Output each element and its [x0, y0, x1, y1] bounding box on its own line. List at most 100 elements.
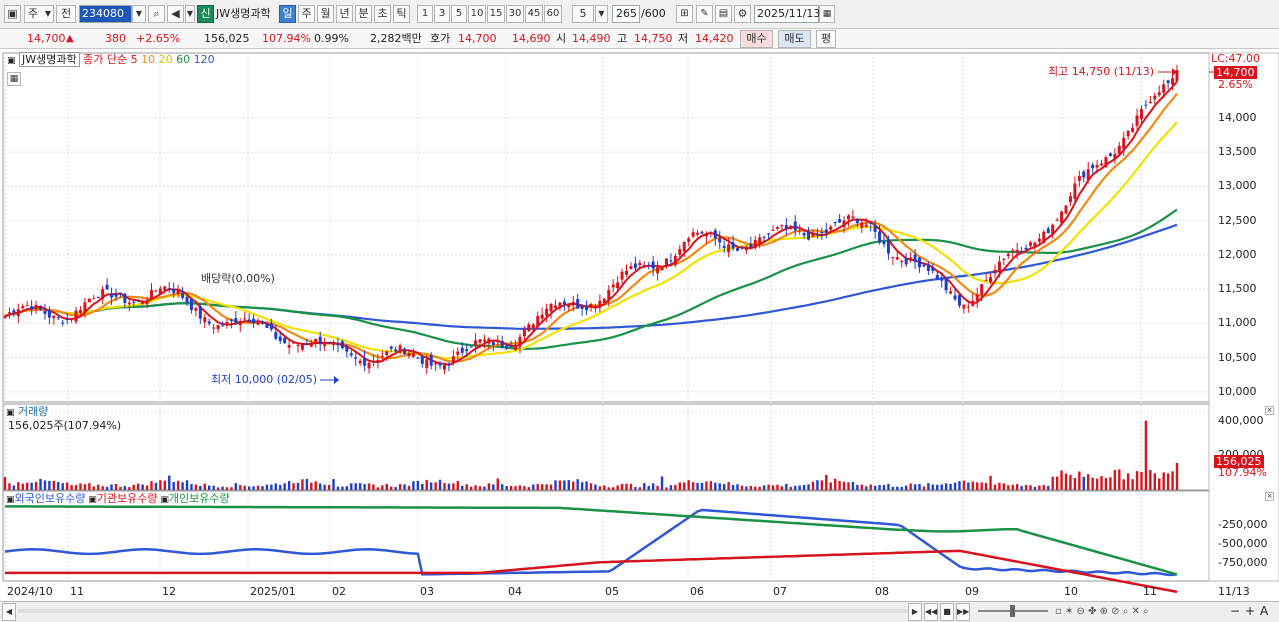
stock-code-input[interactable]: 234080: [79, 5, 132, 23]
holdings-legend-item-0[interactable]: 외국인보유수량: [14, 492, 86, 505]
volume-bar: [1038, 485, 1041, 490]
mode-button[interactable]: 전: [56, 5, 76, 23]
legend-ma-120[interactable]: 120: [190, 53, 215, 66]
candle-body: [52, 315, 56, 319]
interval-chevron-down-icon[interactable]: ▼: [595, 5, 608, 23]
window-menu-icon[interactable]: ▣: [4, 5, 21, 23]
legend-ma-10[interactable]: 10: [137, 53, 156, 66]
interval-button-3[interactable]: 3: [434, 5, 450, 23]
candle-body: [16, 309, 20, 317]
interval-select[interactable]: 5: [572, 5, 594, 23]
legend-ma-20[interactable]: 20: [155, 53, 173, 66]
open-label: 시: [556, 32, 567, 45]
legend-ma-5[interactable]: 5: [130, 53, 138, 66]
period-tab-0[interactable]: 일: [279, 5, 296, 23]
volume-bar: [523, 486, 526, 490]
period-tab-6[interactable]: 틱: [393, 5, 410, 23]
volume-bar: [398, 484, 402, 490]
price-info-row: 14,700 ▲ 380 +2.65% 156,025 107.94% 0.99…: [0, 29, 1279, 49]
volume-bar: [807, 484, 810, 490]
date-input[interactable]: 2025/11/13: [754, 5, 820, 23]
holdings-legend-item-1[interactable]: 기관보유수량: [96, 492, 158, 505]
volume-bar: [239, 485, 242, 490]
volume-bar: [700, 482, 704, 490]
candle-body: [975, 294, 979, 301]
volume-bar: [221, 486, 224, 490]
volume-bar: [820, 480, 824, 490]
interval-button-60[interactable]: 60: [544, 5, 562, 23]
interval-button-10[interactable]: 10: [468, 5, 486, 23]
legend-ma-60[interactable]: 60: [172, 53, 191, 66]
period-tab-3[interactable]: 년: [336, 5, 353, 23]
period-type-select[interactable]: 주 ▼: [24, 5, 54, 23]
volume-bar: [731, 485, 735, 490]
eval-button[interactable]: 평: [816, 30, 836, 48]
candle-body: [926, 265, 930, 271]
volume-bar: [629, 483, 633, 490]
period-tab-1[interactable]: 주: [298, 5, 315, 23]
price-tick-label: 10,500: [1218, 350, 1257, 364]
candle-body: [340, 341, 344, 349]
stop-icon[interactable]: ■: [940, 603, 954, 621]
volume-bar: [882, 484, 886, 490]
candle-body: [172, 289, 176, 293]
scroll-left-icon[interactable]: ◀: [2, 603, 16, 621]
interval-button-45[interactable]: 45: [525, 5, 543, 23]
candle-body: [451, 356, 455, 364]
volume-bar: [691, 482, 695, 490]
candle-settings-icon[interactable]: ⊞: [676, 5, 693, 23]
candle-body: [1037, 238, 1041, 242]
volume-bar: [1091, 477, 1094, 490]
period-tab-2[interactable]: 월: [317, 5, 334, 23]
period-tab-5[interactable]: 초: [374, 5, 391, 23]
candle-body: [731, 242, 735, 249]
grid-toggle-icon[interactable]: ▦: [7, 72, 21, 86]
holdings-close-icon[interactable]: ×: [1265, 492, 1274, 501]
volume-bar: [296, 482, 300, 490]
volume-bar: [638, 487, 642, 490]
volume-bar: [509, 485, 513, 490]
code-dropdown-icon[interactable]: ▼: [132, 5, 146, 23]
scroll-right-icon[interactable]: ▶: [908, 603, 922, 621]
candle-body: [83, 302, 87, 313]
legend-stock-name[interactable]: JW생명과학: [19, 52, 80, 67]
volume-bar: [65, 482, 69, 490]
drawing-tool-icon[interactable]: ✎: [696, 5, 713, 23]
sell-button[interactable]: 매도: [778, 30, 811, 48]
trade-amount: 2,282백만: [370, 32, 422, 45]
holdings-legend-item-2[interactable]: 개인보유수량: [168, 492, 230, 505]
search-icon[interactable]: ⌕: [148, 5, 165, 23]
period-tab-4[interactable]: 분: [355, 5, 372, 23]
volume-bar: [243, 485, 246, 490]
candle-body: [1100, 163, 1104, 166]
scrollbar-track[interactable]: [18, 609, 908, 613]
interval-button-1[interactable]: 1: [417, 5, 433, 23]
interval-button-15[interactable]: 15: [487, 5, 505, 23]
price-tick-label: 11,000: [1218, 316, 1257, 330]
interval-button-30[interactable]: 30: [506, 5, 524, 23]
volume-close-icon[interactable]: ×: [1265, 406, 1274, 415]
zoom-in-icon[interactable]: +: [1245, 604, 1256, 618]
candle-body: [545, 308, 549, 316]
save-icon[interactable]: ▤: [715, 5, 732, 23]
interval-button-5[interactable]: 5: [451, 5, 467, 23]
count-input[interactable]: 265: [612, 5, 640, 23]
volume-bar: [589, 483, 593, 490]
zoom-slider-handle[interactable]: [1010, 605, 1015, 617]
holdings-line-institution: [5, 549, 1178, 594]
zoom-out-icon[interactable]: −: [1230, 604, 1241, 618]
chart-area[interactable]: [0, 49, 1279, 621]
calendar-icon[interactable]: ▦: [819, 5, 835, 23]
volume-bar: [780, 486, 784, 490]
go-first-icon[interactable]: ◀◀: [924, 603, 938, 621]
gear-icon[interactable]: ⚙: [734, 5, 751, 23]
tool-icons[interactable]: ▫ ✶ ⊖ ✤ ⊕ ⊘ ⌕ ✕ ⌕: [1055, 606, 1149, 617]
font-size-icon[interactable]: A: [1260, 604, 1269, 618]
speaker-icon[interactable]: ◀: [167, 5, 184, 23]
speaker-dropdown-icon[interactable]: ▼: [185, 5, 195, 23]
volume-bar: [438, 479, 442, 490]
candle-body: [767, 233, 771, 235]
buy-button[interactable]: 매수: [740, 30, 773, 48]
go-last-icon[interactable]: ▶▶: [956, 603, 970, 621]
volume-bar: [931, 484, 935, 490]
